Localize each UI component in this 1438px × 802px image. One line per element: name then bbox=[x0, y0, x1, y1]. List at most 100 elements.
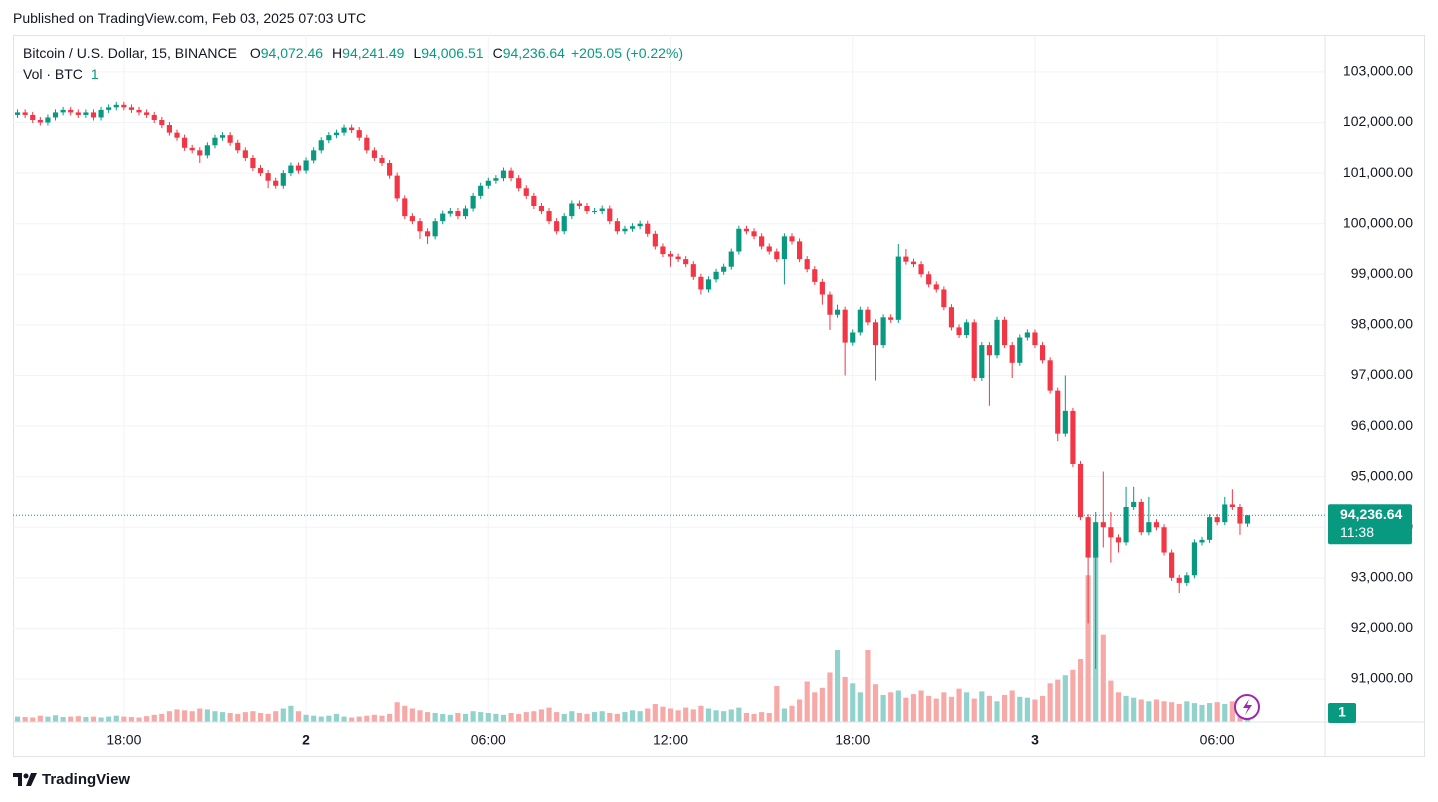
volume-bar bbox=[1199, 704, 1205, 722]
volume-legend: Vol · BTC 1 bbox=[23, 66, 99, 82]
candle-body bbox=[660, 246, 666, 255]
volume-bar bbox=[675, 710, 681, 722]
candle-body bbox=[478, 185, 484, 196]
candle-body bbox=[417, 221, 423, 232]
volume-bar bbox=[295, 711, 302, 722]
volume-bar bbox=[523, 712, 529, 722]
candle-body bbox=[493, 178, 499, 181]
candle-body bbox=[819, 281, 825, 295]
symbol-legend: Bitcoin / U.S. Dollar, 15, BINANCE O94,0… bbox=[23, 45, 683, 61]
candle-body bbox=[273, 180, 279, 186]
volume-bar bbox=[933, 698, 939, 722]
volume-bar bbox=[98, 717, 104, 722]
candle-body bbox=[364, 137, 370, 151]
candle-body bbox=[736, 228, 742, 252]
candle-body bbox=[834, 309, 841, 315]
legend-value: 94,072.46 bbox=[260, 45, 324, 61]
volume-bar bbox=[645, 708, 651, 722]
legend-key: L bbox=[413, 45, 422, 61]
candle-body bbox=[14, 112, 21, 115]
candle-body bbox=[781, 236, 787, 260]
volume-bar bbox=[728, 709, 734, 722]
candle-body bbox=[1108, 527, 1114, 538]
volume-bar bbox=[1146, 701, 1152, 722]
countdown-label: 11:38 bbox=[1340, 524, 1374, 540]
candle-body bbox=[607, 208, 613, 222]
candle-body bbox=[1146, 522, 1152, 533]
candle-body bbox=[227, 135, 233, 143]
candle-body bbox=[212, 137, 218, 146]
volume-bar bbox=[1070, 669, 1076, 722]
candle-body bbox=[554, 221, 560, 232]
candle-body bbox=[516, 178, 522, 189]
volume-bar bbox=[683, 707, 689, 722]
candle-body bbox=[584, 205, 590, 212]
volume-bar bbox=[622, 712, 628, 722]
candle-body bbox=[356, 130, 362, 138]
candle-body bbox=[303, 160, 309, 171]
candle-body bbox=[1077, 463, 1084, 518]
volume-bar bbox=[265, 713, 271, 722]
volume-bar bbox=[1100, 634, 1106, 722]
volume-bar bbox=[1108, 680, 1114, 722]
volume-axis-label: 1 bbox=[1338, 704, 1346, 720]
candle-body bbox=[462, 208, 469, 217]
candle-body bbox=[698, 276, 704, 290]
y-tick-label: 97,000.00 bbox=[1351, 366, 1413, 382]
volume-bar bbox=[1085, 575, 1091, 722]
volume-bar bbox=[356, 716, 362, 722]
candle-body bbox=[1169, 552, 1175, 578]
candle-body bbox=[295, 165, 302, 171]
volume-bar bbox=[759, 712, 765, 722]
candle-body bbox=[1002, 319, 1008, 346]
candle-body bbox=[1138, 501, 1144, 533]
volume-bar bbox=[554, 712, 560, 722]
candle-body bbox=[242, 150, 248, 158]
legend-key: O bbox=[249, 45, 261, 61]
candle-body bbox=[1222, 504, 1228, 523]
candle-body bbox=[1115, 537, 1122, 543]
volume-bar bbox=[584, 713, 590, 722]
volume-bar bbox=[197, 708, 203, 722]
candle-body bbox=[197, 150, 203, 156]
x-tick-label: 12:00 bbox=[653, 732, 688, 748]
assistant-icon-bolt bbox=[1243, 699, 1252, 715]
candle-body bbox=[1024, 332, 1030, 338]
candle-body bbox=[90, 112, 97, 118]
candle-body bbox=[1244, 515, 1251, 524]
volume-bar bbox=[994, 701, 1000, 722]
volume-bar bbox=[364, 715, 370, 722]
candle-body bbox=[45, 117, 51, 123]
volume-bar bbox=[136, 717, 142, 722]
candle-body bbox=[903, 256, 909, 262]
candle-body bbox=[1214, 517, 1220, 523]
candle-body bbox=[387, 162, 393, 176]
volume-bar bbox=[797, 699, 803, 722]
candle-body bbox=[182, 137, 188, 148]
volume-bar bbox=[1207, 703, 1213, 722]
y-tick-label: 101,000.00 bbox=[1343, 164, 1413, 180]
y-tick-label: 92,000.00 bbox=[1351, 619, 1413, 635]
volume-bar bbox=[1123, 695, 1129, 722]
volume-bar bbox=[212, 711, 218, 722]
candle-body bbox=[379, 157, 385, 163]
volume-bar bbox=[30, 717, 36, 722]
candle-body bbox=[1176, 577, 1182, 583]
volume-bar bbox=[804, 681, 810, 722]
candle-body bbox=[106, 107, 112, 110]
volume-bar bbox=[1039, 695, 1046, 722]
last-price-badge bbox=[1328, 504, 1412, 545]
candle-body bbox=[30, 114, 36, 120]
volume-bar bbox=[592, 712, 598, 722]
candle-body bbox=[797, 241, 803, 260]
volume-bar bbox=[90, 716, 97, 722]
volume-bar bbox=[22, 717, 28, 722]
axes: 91,000.0092,000.0093,000.0094,000.0095,0… bbox=[13, 35, 1425, 757]
y-tick-label: 95,000.00 bbox=[1351, 467, 1413, 483]
candle-body bbox=[394, 175, 400, 199]
volume-bar bbox=[371, 714, 377, 722]
volume-bar bbox=[440, 713, 446, 722]
volume-bar bbox=[736, 707, 742, 722]
volume-bar bbox=[872, 684, 879, 722]
volume-bar bbox=[607, 712, 613, 722]
